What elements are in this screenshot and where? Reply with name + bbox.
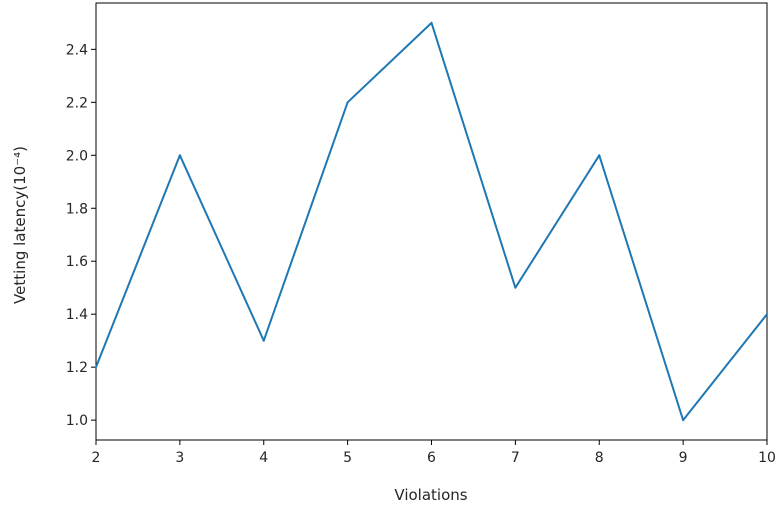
x-tick-label: 3 xyxy=(175,450,184,466)
y-axis: 1.0 1.2 1.4 1.6 1.8 2.0 2.2 2.4 xyxy=(66,42,96,429)
x-axis: 2 3 4 5 6 7 8 9 10 xyxy=(92,440,776,466)
x-tick-label: 2 xyxy=(92,450,101,466)
x-axis-title: Violations xyxy=(394,486,467,504)
y-tick-label: 2.4 xyxy=(66,42,88,58)
data-point xyxy=(262,339,265,342)
data-point xyxy=(346,101,349,104)
y-tick-label: 1.2 xyxy=(66,360,88,376)
x-tick-label: 7 xyxy=(511,450,520,466)
y-tick-label: 2.2 xyxy=(66,95,88,111)
x-tick-label: 4 xyxy=(259,450,268,466)
data-point xyxy=(766,313,768,316)
x-tick-label: 5 xyxy=(343,450,352,466)
y-tick-label: 1.4 xyxy=(66,307,88,323)
x-tick-label: 10 xyxy=(758,450,776,466)
plot-border xyxy=(95,2,768,441)
data-point xyxy=(514,286,517,289)
x-tick-label: 6 xyxy=(427,450,436,466)
data-point xyxy=(95,366,97,369)
x-tick-label: 8 xyxy=(595,450,604,466)
plot-area xyxy=(95,2,768,441)
y-axis-title: Vetting latency(10⁻⁴) xyxy=(11,146,29,304)
x-tick-label: 9 xyxy=(679,450,688,466)
y-tick-label: 1.8 xyxy=(66,201,88,217)
y-tick-label: 1.6 xyxy=(66,254,88,270)
series-layer xyxy=(95,21,768,422)
data-point xyxy=(598,154,601,157)
y-tick-label: 1.0 xyxy=(66,413,88,429)
data-point xyxy=(682,419,685,422)
series-line xyxy=(95,21,768,422)
data-point xyxy=(430,21,433,24)
y-tick-label: 2.0 xyxy=(66,148,88,164)
data-point xyxy=(178,154,181,157)
